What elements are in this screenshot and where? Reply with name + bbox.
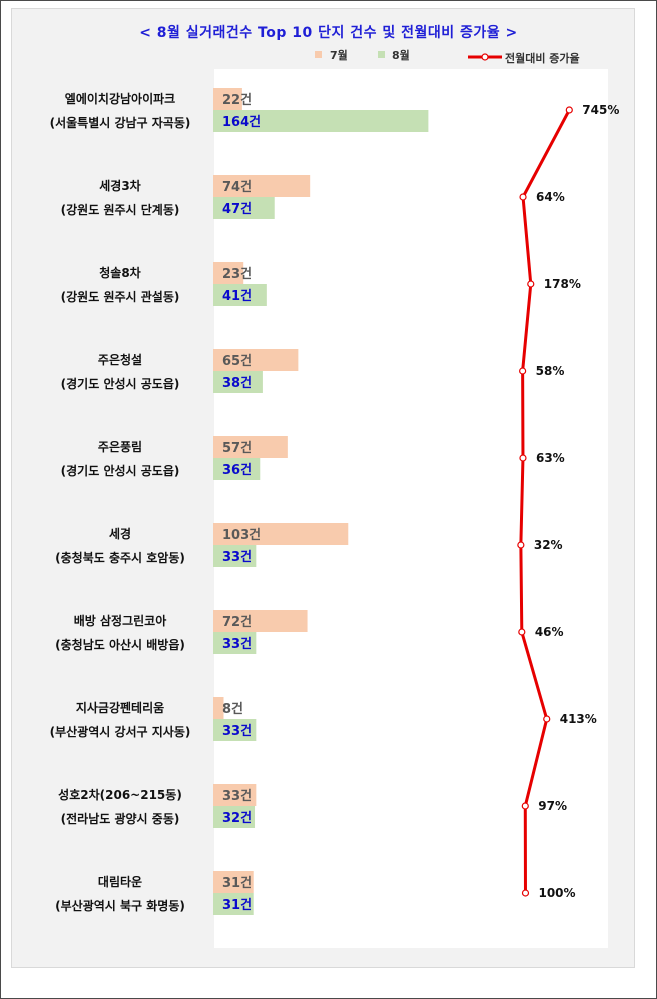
bar-label-jul: 57건 xyxy=(222,440,252,456)
bar-aug xyxy=(213,893,254,915)
rate-point xyxy=(543,715,551,723)
bar-jul xyxy=(213,262,244,284)
bar-aug xyxy=(213,284,267,306)
bar-label-aug: 41건 xyxy=(222,288,252,304)
category-region: (부산광역시 강서구 지사동) xyxy=(50,724,191,739)
bar-label-aug: 33건 xyxy=(222,723,252,739)
category-region: (강원도 원주시 단계동) xyxy=(61,202,180,217)
category-name: 세경3차 xyxy=(99,178,140,193)
bar-label-aug: 36건 xyxy=(222,462,252,478)
rate-point xyxy=(565,106,573,114)
rate-label: 46% xyxy=(535,625,564,639)
category-name: 지사금강펜테리움 xyxy=(76,700,164,715)
bar-label-jul: 65건 xyxy=(222,353,252,369)
bar-jul xyxy=(213,349,299,371)
bar-label-jul: 8건 xyxy=(222,701,243,717)
bar-label-aug: 33건 xyxy=(222,549,252,565)
rate-label: 58% xyxy=(536,364,565,378)
rate-point xyxy=(521,889,530,897)
bar-label-aug: 164건 xyxy=(222,114,261,130)
bar-jul xyxy=(213,610,308,632)
chart-title: < 8월 실거래건수 Top 10 단지 건수 및 전월대비 증가율 > xyxy=(139,25,518,41)
category-region: (충청남도 아산시 배방읍) xyxy=(55,637,185,652)
bar-aug xyxy=(213,197,275,219)
category-region: (경기도 안성시 공도읍) xyxy=(61,376,180,391)
rate-point xyxy=(519,193,527,201)
category-name: 주은청설 xyxy=(98,352,142,367)
bar-label-jul: 22건 xyxy=(222,92,252,108)
bar-jul xyxy=(213,175,311,197)
rate-point xyxy=(519,367,527,375)
bar-label-jul: 23건 xyxy=(222,266,252,282)
category-name: 청솔8차 xyxy=(99,265,140,280)
rate-label: 413% xyxy=(560,712,597,726)
rate-label: 97% xyxy=(538,799,567,813)
bar-label-aug: 33건 xyxy=(222,636,252,652)
bar-aug xyxy=(213,545,257,567)
bar-aug xyxy=(213,110,429,132)
category-name: 엘에이치강남아이파크 xyxy=(65,91,175,106)
rate-point xyxy=(519,454,527,462)
bar-jul xyxy=(213,784,257,806)
category-region: (충청북도 충주시 호암동) xyxy=(55,550,185,565)
rate-label: 63% xyxy=(536,451,565,465)
rate-point xyxy=(518,628,526,636)
rate-line xyxy=(519,109,571,894)
bar-label-jul: 33건 xyxy=(222,788,252,804)
plot-area xyxy=(214,69,608,948)
bar-label-jul: 103건 xyxy=(222,527,261,543)
bar-label-aug: 31건 xyxy=(222,897,252,913)
legend-label-aug: 8월 xyxy=(392,49,410,62)
category-region: (강원도 원주시 관설동) xyxy=(61,289,180,304)
bar-label-jul: 31건 xyxy=(222,875,252,891)
rate-point xyxy=(517,541,525,549)
category-region: (경기도 안성시 공도읍) xyxy=(61,463,180,478)
rate-label: 32% xyxy=(534,538,563,552)
bar-aug xyxy=(213,458,261,480)
bar-aug xyxy=(213,371,263,393)
legend-label-rate: 전월대비 증가율 xyxy=(505,52,580,65)
legend: 7월 8월 전월대비 증가율 xyxy=(0,0,657,70)
legend-label-jul: 7월 xyxy=(330,49,348,62)
category-name: 세경 xyxy=(109,526,131,541)
bar-label-aug: 38건 xyxy=(222,375,252,391)
bar-jul xyxy=(213,436,288,458)
bar-aug xyxy=(213,719,257,741)
rate-point xyxy=(521,802,529,810)
bar-jul xyxy=(213,697,224,719)
category-name: 성호2차(206~215동) xyxy=(58,787,182,802)
rate-label: 100% xyxy=(538,886,575,900)
category-region: (부산광역시 북구 화명동) xyxy=(55,898,185,913)
bar-label-aug: 32건 xyxy=(222,810,252,826)
bar-jul xyxy=(213,871,254,893)
bar-aug xyxy=(213,632,257,654)
category-name: 대림타운 xyxy=(98,874,142,889)
legend-line-marker xyxy=(468,53,502,61)
category-name: 주은풍림 xyxy=(98,440,142,454)
bar-jul xyxy=(213,88,242,110)
bar-label-aug: 47건 xyxy=(222,201,252,217)
rate-label: 745% xyxy=(582,103,619,117)
category-region: (전라남도 광양시 중동) xyxy=(61,811,180,826)
legend-swatch-jul xyxy=(315,51,322,58)
rate-label: 178% xyxy=(544,277,581,291)
bar-label-jul: 74건 xyxy=(222,179,252,195)
bar-jul xyxy=(213,523,349,545)
rate-point xyxy=(527,280,535,288)
category-region: (서울특별시 강남구 자곡동) xyxy=(50,115,191,130)
bar-label-jul: 72건 xyxy=(222,614,252,630)
legend-swatch-aug xyxy=(378,51,385,58)
bar-aug xyxy=(213,806,256,828)
category-name: 배방 삼정그린코아 xyxy=(74,613,167,628)
rate-label: 64% xyxy=(536,190,565,204)
